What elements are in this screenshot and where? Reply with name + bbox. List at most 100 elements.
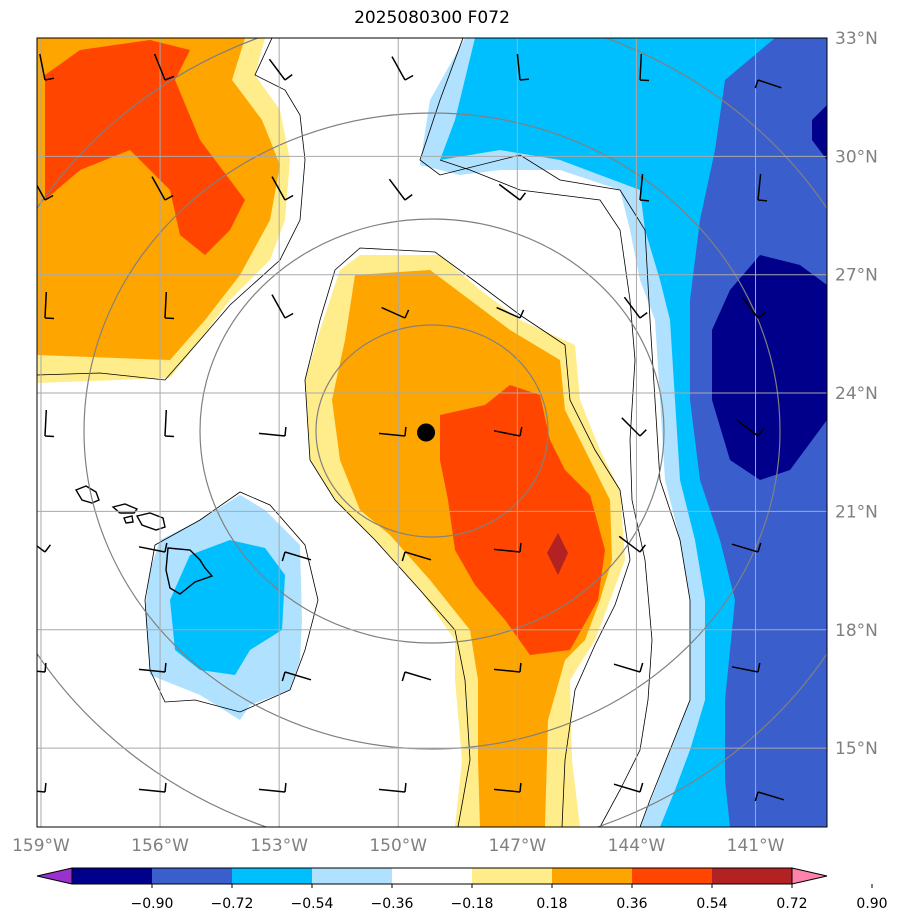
lon-label: 144°W [608,836,666,856]
colorbar-segment [312,868,393,884]
contour-east-outer [419,38,691,827]
wind-barb [44,409,55,438]
colorbar-segment [152,868,233,884]
gridlines [37,38,827,827]
lat-label: 33°N [835,29,878,49]
wind-barb [736,419,764,437]
fill-red-central [440,385,605,655]
wind-barb [754,791,785,802]
island-hawaii [165,547,214,595]
wind-barb [268,58,293,81]
wind-barb [401,671,432,682]
wind-barb [493,542,522,553]
wind-barb [391,56,414,81]
lat-label: 27°N [835,266,878,286]
colorbar-tick-label: −0.54 [291,896,334,912]
wind-barb [37,782,47,793]
colorbar-tick-label: 0.90 [856,896,887,912]
wind-barb [516,53,530,81]
wind-barb [37,662,47,673]
contour-central [334,247,631,827]
lon-label: 147°W [488,836,546,856]
colorbar-segment [552,868,633,884]
wind-barb [613,782,644,793]
lat-label: 15°N [835,739,878,759]
colorbar-extend-low [36,867,73,885]
contour-east-inner [439,159,653,827]
wind-barb [44,291,55,320]
lon-label: 153°W [250,836,308,856]
wind-barb [37,184,54,201]
wind-barb [164,409,175,438]
latitude-labels: 33°N 30°N 27°N 24°N 21°N 18°N 15°N [835,29,878,759]
map-title: 2025080300 F072 [354,8,510,28]
colorbar-tick-label: −0.72 [211,896,254,912]
wind-barb [621,417,647,437]
range-rings [37,38,827,827]
colorbar-frame [71,867,793,885]
fill-darkred-central [547,533,568,575]
wind-barb [39,53,55,81]
contour-lines [37,38,691,827]
wind-barb [493,426,523,437]
wind-barb [271,294,294,319]
lat-label: 18°N [835,621,878,641]
wind-barb [618,535,646,553]
island-molokai [135,512,166,531]
map-frame [36,37,828,828]
lon-label: 156°W [131,836,189,856]
contour-central-west [304,269,471,827]
wind-barb [138,782,167,793]
wind-barb [138,662,167,673]
contour-nw [37,38,306,381]
colorbar-segment [632,868,713,884]
wind-barb [381,306,410,319]
colorbar-tick-label: 0.54 [696,896,727,912]
island-kauai [74,485,100,504]
wind-barb [151,176,174,201]
wind-barb [281,671,312,682]
lat-label: 21°N [835,502,878,522]
range-ring-3 [83,112,781,750]
wind-barb [754,79,782,89]
colorbar-segment [72,868,153,884]
colorbar-tick-label: −0.36 [371,896,414,912]
colorbar-segment [392,868,473,884]
colorbar-tick-label: −0.90 [131,896,174,912]
wind-barb [258,782,287,793]
wind-barb [498,183,526,201]
colorbar-segment [472,868,553,884]
wind-barb [281,551,312,562]
wind-barb [378,426,407,437]
wind-barb [401,551,432,562]
colorbar-tick-label: 0.72 [776,896,807,912]
wind-barb [493,782,522,793]
wind-barbs [37,53,785,802]
fill-navy-corner [812,105,827,160]
lon-label: 159°W [12,836,70,856]
wind-barb [731,542,762,553]
storm-center-marker [417,423,436,442]
wind-barb [164,291,175,320]
wind-barb [639,53,650,82]
lon-label: 141°W [727,836,785,856]
wind-barb [757,173,768,202]
map-plot-area [37,38,827,827]
colorbar-labels: −0.90 −0.72 −0.54 −0.36 −0.18 0.18 0.36 0.54 0.7… [131,884,888,912]
colorbar-extend-high [791,867,828,885]
colorbar-tick-label: 0.18 [536,896,567,912]
wind-barb [613,662,644,673]
wind-barb [138,542,168,553]
wind-barb [493,662,522,673]
lat-label: 24°N [835,384,878,404]
colorbar-segment [712,868,793,884]
wind-barb [741,296,766,319]
wind-barb [378,782,407,793]
colorbar-segment [232,868,313,884]
wind-barb [258,426,287,437]
contour-sw [144,491,319,713]
lat-label: 30°N [835,147,878,167]
wind-barb [153,53,175,81]
island-lanai [123,515,134,524]
